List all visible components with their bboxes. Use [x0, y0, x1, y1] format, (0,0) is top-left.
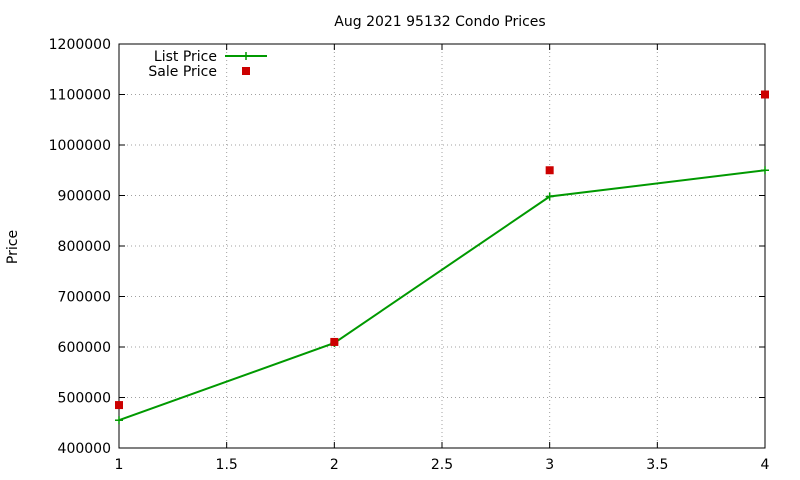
- y-tick-label: 800000: [58, 239, 111, 255]
- legend-square-marker: [242, 67, 250, 75]
- grid-lines: [119, 44, 765, 448]
- list-price-marker: [761, 166, 769, 175]
- legend-entry: List Price: [154, 49, 267, 65]
- list-price-line: [118, 169, 766, 422]
- legend-plus-marker: [242, 52, 250, 60]
- x-tick-label: 1: [115, 457, 124, 473]
- y-tick-label: 1200000: [49, 37, 111, 53]
- y-tick-label: 600000: [58, 340, 111, 356]
- sale-price-marker: [545, 166, 554, 175]
- list-price-marker: [115, 416, 123, 425]
- x-tick-label: 3: [545, 457, 554, 473]
- y-tick-label: 700000: [58, 290, 111, 306]
- x-tick-label: 2: [330, 457, 339, 473]
- y-tick-label: 1000000: [49, 138, 111, 154]
- y-tick-label: 500000: [58, 391, 111, 407]
- legend-entry: Sale Price: [148, 64, 250, 80]
- chart-title: Aug 2021 95132 Condo Prices: [334, 14, 545, 30]
- series-layer: [115, 90, 769, 425]
- series-1: [115, 90, 769, 410]
- sale-price-marker: [761, 90, 769, 99]
- y-tick-label: 1100000: [49, 88, 111, 104]
- legend-label: List Price: [154, 49, 217, 65]
- y-axis-label: Price: [5, 230, 21, 264]
- legend-label: Sale Price: [148, 64, 217, 80]
- x-tick-label: 1.5: [216, 457, 238, 473]
- y-tick-label: 900000: [58, 189, 111, 205]
- x-tick-label: 2.5: [431, 457, 453, 473]
- sale-price-marker: [115, 401, 123, 410]
- x-tick-label: 4: [761, 457, 770, 473]
- sale-price-marker: [330, 337, 339, 346]
- x-tick-label: 3.5: [646, 457, 668, 473]
- y-tick-label: 400000: [58, 441, 111, 457]
- list-price-marker: [545, 192, 554, 201]
- axis-ticks: 400000 500000 600000 700000 800000 900000 1000…: [49, 37, 770, 473]
